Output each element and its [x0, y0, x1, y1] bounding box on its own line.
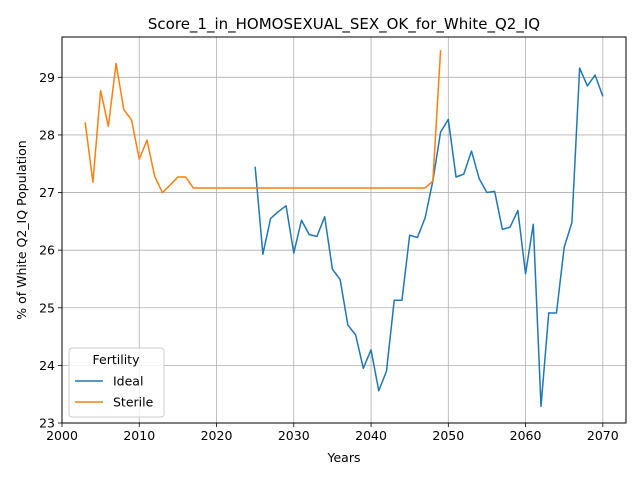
x-tick-label: 2050	[432, 428, 464, 443]
y-tick-label: 26	[39, 243, 55, 258]
x-tick-label: 2010	[123, 428, 155, 443]
y-tick-label: 23	[39, 416, 55, 431]
x-tick-label: 2060	[510, 428, 542, 443]
y-tick-label: 27	[39, 185, 55, 200]
legend-label-sterile: Sterile	[113, 395, 154, 410]
y-tick-label: 29	[39, 70, 55, 85]
x-axis-title: Years	[327, 450, 361, 465]
series-line-sterile	[84, 50, 442, 194]
chart-title: Score_1_in_HOMOSEXUAL_SEX_OK_for_White_Q…	[148, 15, 540, 34]
plot-frame	[61, 36, 627, 424]
legend: Fertility Ideal Sterile	[68, 347, 165, 418]
x-tick-label: 2040	[355, 428, 387, 443]
y-tick-label: 28	[39, 127, 55, 142]
y-axis-title: % of White Q2_IQ Population	[14, 140, 29, 319]
legend-label-ideal: Ideal	[113, 374, 143, 389]
legend-box	[68, 347, 165, 418]
y-tick-label: 24	[39, 358, 55, 373]
y-tick-label: 25	[39, 300, 55, 315]
x-tick-label: 2020	[201, 428, 233, 443]
legend-title: Fertility	[93, 352, 141, 367]
series-lines	[84, 50, 604, 408]
axis-ticks: 2000 2010 2020 2030 2040 2050 2060 2070 23 24 25 26…	[39, 70, 619, 443]
x-tick-label: 2000	[46, 428, 78, 443]
x-tick-label: 2070	[587, 428, 619, 443]
series-line-ideal	[254, 67, 604, 408]
x-tick-label: 2030	[278, 428, 310, 443]
